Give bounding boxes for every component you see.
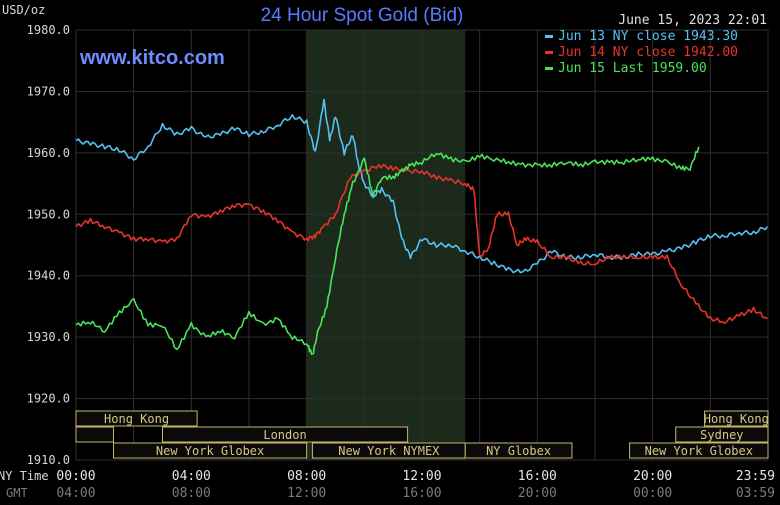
x-tick-label-gmt: 00:00: [633, 486, 672, 501]
x-tick-label-ny: 20:00: [633, 469, 672, 484]
gmt-label: GMT: [6, 486, 28, 500]
watermark-url: www.kitco.com: [79, 47, 225, 69]
y-tick-label: 1960.0: [27, 146, 70, 160]
session-label: NY Globex: [486, 444, 551, 458]
y-tick-label: 1920.0: [27, 392, 70, 406]
y-tick-label: 1910.0: [27, 453, 70, 467]
session-bar: [629, 442, 769, 459]
session-bar: [75, 410, 198, 427]
session-label: Hong Kong: [104, 412, 169, 426]
y-unit-label: USD/oz: [2, 3, 45, 17]
session-bar: [112, 442, 308, 459]
chart-date: June 15, 2023 22:01: [618, 13, 767, 28]
legend-label: Jun 13 NY close 1943.30: [558, 29, 738, 44]
series-lines: [75, 98, 769, 355]
x-tick-label-gmt: 08:00: [172, 486, 211, 501]
x-tick-label-ny: 04:00: [172, 469, 211, 484]
shaded-range: [306, 30, 466, 460]
session-label: London: [263, 428, 306, 442]
x-tick-label-gmt: 12:00: [287, 486, 326, 501]
legend-label: Jun 15 Last 1959.00: [558, 61, 707, 76]
y-axis-ticks: 1980.0 1970.0 1960.0 1950.0 1940.0 1930.0 1920…: [27, 23, 70, 467]
session-bars: Hong Kong London New York Globex New York N…: [75, 410, 769, 459]
x-tick-label-gmt: 03:59: [736, 486, 775, 501]
legend-swatch: [545, 67, 553, 70]
series-line: [75, 146, 700, 355]
y-tick-label: 1930.0: [27, 330, 70, 344]
series-line: [75, 163, 768, 325]
x-tick-label-gmt: 20:00: [518, 486, 557, 501]
x-tick-label-gmt: 16:00: [402, 486, 441, 501]
x-axis-ticks: 00:00 04:00 08:00 12:00 16:00 20:00 23:59 04:00…: [56, 469, 775, 501]
market-hours-shade: [306, 30, 466, 460]
y-tick-label: 1950.0: [27, 207, 70, 221]
session-label: New York NYMEX: [338, 444, 440, 458]
session-bar: [75, 426, 114, 443]
x-tick-label-ny: 12:00: [402, 469, 441, 484]
y-tick-label: 1940.0: [27, 269, 70, 283]
x-tick-label-gmt: 04:00: [56, 486, 95, 501]
session-label: New York Globex: [156, 444, 264, 458]
session-label: New York Globex: [645, 444, 753, 458]
y-tick-label: 1980.0: [27, 23, 70, 37]
x-tick-label-ny: 08:00: [287, 469, 326, 484]
x-tick-label-ny: 00:00: [56, 469, 95, 484]
session-bar: [464, 442, 573, 459]
x-tick-label-ny: 23:59: [736, 469, 775, 484]
session-bar: [675, 426, 769, 443]
session-label: Sydney: [700, 428, 743, 442]
legend-swatch: [545, 35, 553, 38]
ny-time-label: NY Time: [0, 469, 49, 483]
legend-label: Jun 14 NY close 1942.00: [558, 45, 738, 60]
session-label: Hong Kong: [704, 412, 769, 426]
grid: [75, 29, 769, 461]
chart-title: 24 Hour Spot Gold (Bid): [261, 5, 464, 26]
y-tick-label: 1970.0: [27, 84, 70, 98]
session-bar: [162, 426, 409, 443]
session-bar: [704, 410, 769, 427]
x-tick-label-ny: 16:00: [518, 469, 557, 484]
legend-swatch: [545, 51, 553, 54]
series-line: [75, 98, 769, 274]
